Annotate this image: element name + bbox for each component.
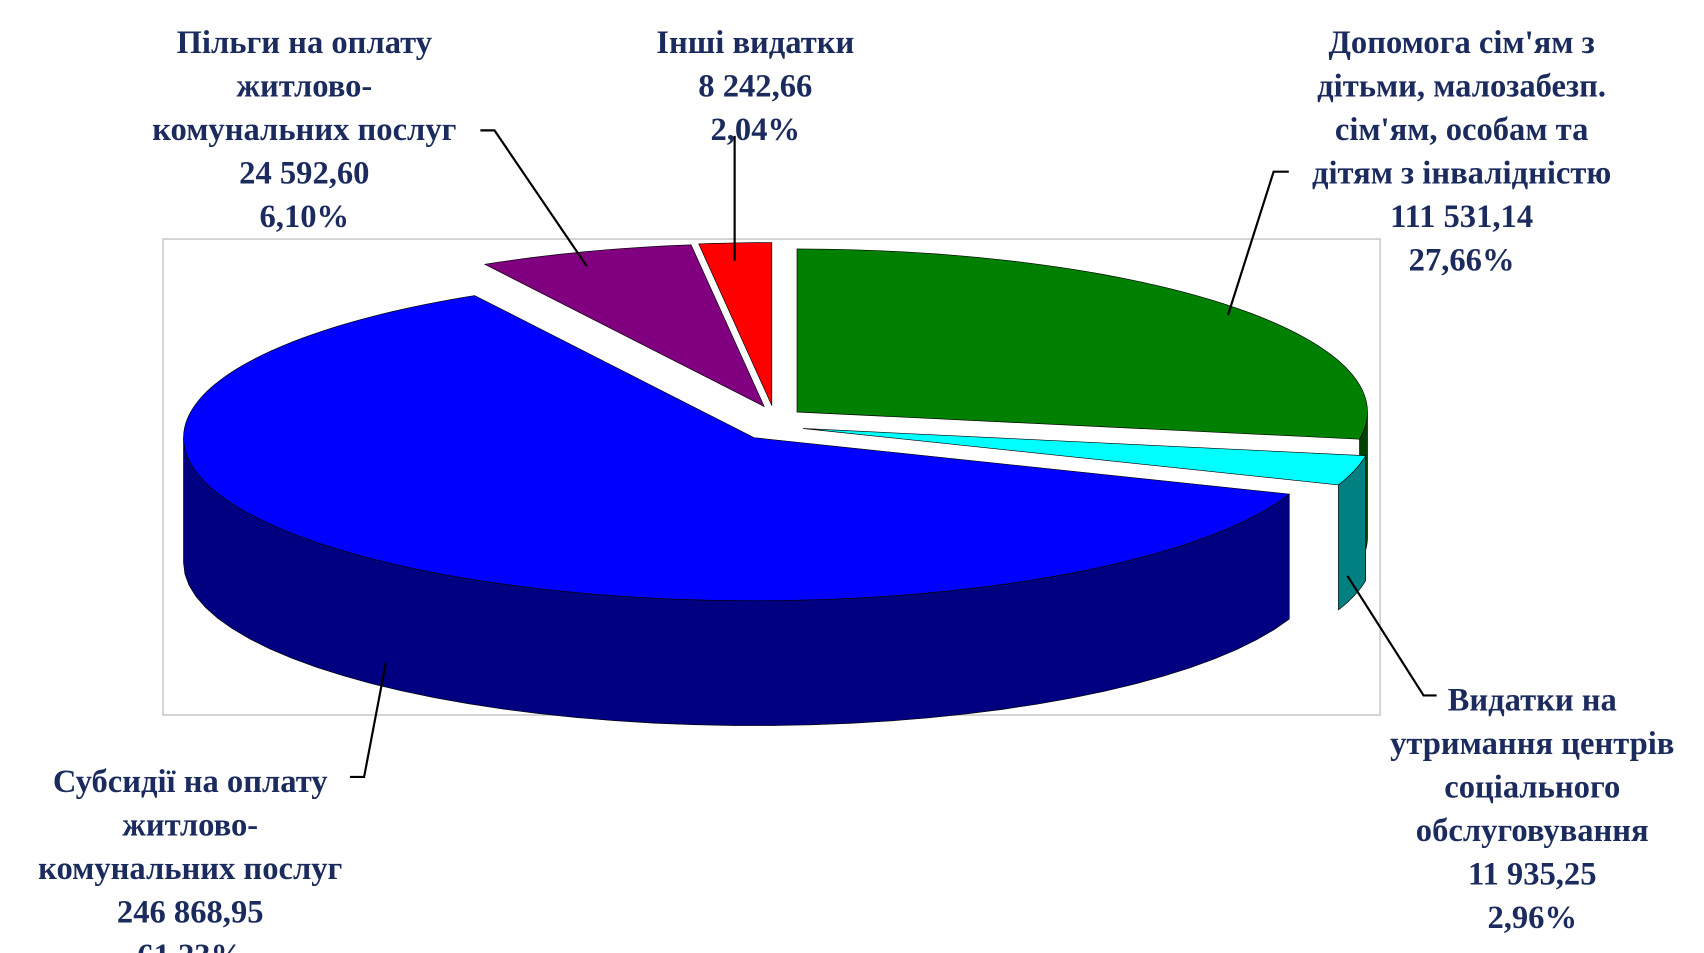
percent-label: 27,66% xyxy=(1409,243,1515,279)
leader-line xyxy=(1346,575,1437,697)
label-line: Допомога сім'ям з xyxy=(1328,25,1594,61)
category-label: Видатки на утримання центрів соціального об… xyxy=(1390,683,1674,849)
pie-slice xyxy=(183,295,1291,602)
label-line: Субсидії на оплату xyxy=(53,764,328,800)
leader-line xyxy=(480,129,588,267)
label-line: дітьми, малозабезп. xyxy=(1317,69,1606,105)
percent-label: 6,10% xyxy=(260,199,350,235)
data-label: Субсидії на оплату житлово-комунальних по… xyxy=(38,764,342,953)
label-line: дітям з інвалідністю xyxy=(1312,156,1611,192)
leader-line xyxy=(1226,170,1289,316)
label-line: обслуговування xyxy=(1416,813,1649,849)
labels: Допомога сім'ям з дітьми, малозабезп. сім'… xyxy=(38,25,1674,953)
label-line: утримання центрів xyxy=(1390,726,1674,762)
label-line: Пільги на оплату xyxy=(177,25,432,61)
leader-line xyxy=(349,662,387,779)
category-label: Інші видатки xyxy=(656,25,854,61)
percent-label: 2,96% xyxy=(1487,900,1577,936)
data-label: Видатки на утримання центрів соціального об… xyxy=(1390,683,1674,936)
data-label: Інші видатки 8 242,66 2,04% xyxy=(656,25,854,148)
label-line: соціального xyxy=(1444,770,1620,806)
label-line: Інші видатки xyxy=(656,25,854,61)
value-label: 24 592,60 xyxy=(239,156,369,192)
value-label: 111 531,14 xyxy=(1390,199,1533,235)
value-label: 8 242,66 xyxy=(698,69,812,105)
label-line: житлово- xyxy=(122,808,258,844)
label-line: Видатки на xyxy=(1448,683,1617,719)
pie-slice xyxy=(796,248,1368,440)
label-line: комунальних послуг xyxy=(38,851,342,887)
category-label: Субсидії на оплату житлово-комунальних по… xyxy=(38,764,342,887)
label-line: комунальних послуг xyxy=(152,112,456,148)
category-label: Пільги на оплату житлово-комунальних посл… xyxy=(152,25,456,148)
value-label: 11 935,25 xyxy=(1468,857,1597,893)
data-label: Допомога сім'ям з дітьми, малозабезп. сім'… xyxy=(1312,25,1611,278)
pie-slice xyxy=(803,428,1367,486)
category-label: Допомога сім'ям з дітьми, малозабезп. сім'… xyxy=(1312,25,1611,191)
percent-label: 61,23% xyxy=(137,938,243,953)
leader-lines xyxy=(349,129,1437,779)
percent-label: 2,04% xyxy=(710,112,800,148)
data-label: Пільги на оплату житлово-комунальних посл… xyxy=(152,25,456,235)
pie-slice xyxy=(483,244,765,408)
label-line: сім'ям, особам та xyxy=(1335,112,1588,148)
pie xyxy=(183,242,1368,726)
value-label: 246 868,95 xyxy=(117,895,264,931)
label-line: житлово- xyxy=(236,69,372,105)
